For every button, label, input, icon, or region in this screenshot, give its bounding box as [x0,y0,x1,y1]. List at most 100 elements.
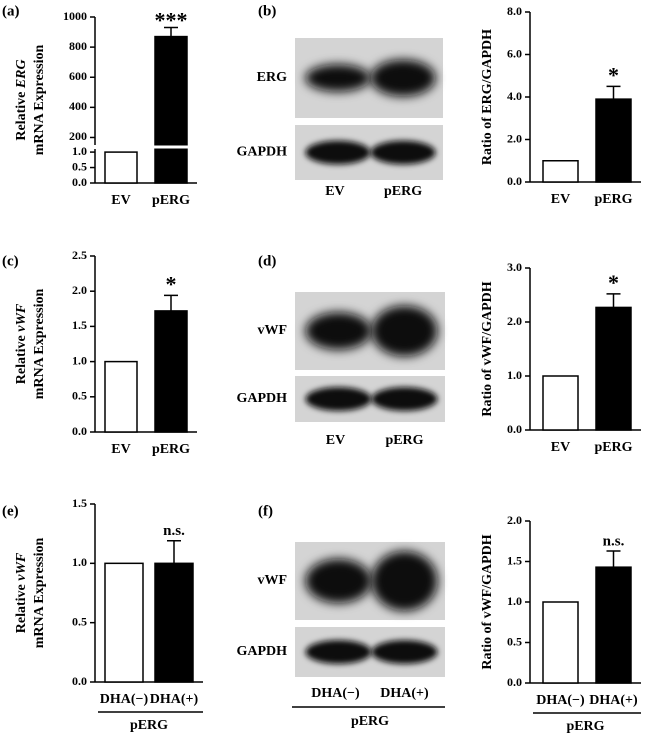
x-tick-label: DHA(+) [150,692,199,707]
annotation: * [608,62,619,87]
lane-label: EV [326,433,345,448]
y-axis-label: Ratio of ERG/GAPDH [480,29,495,165]
x-tick-label: pERG [152,193,190,208]
y-tick-label: 0.0 [72,424,87,438]
panel-label: (f) [258,503,273,519]
y-tick-label: 0.5 [72,389,87,403]
x-tick-label: DHA(+) [589,693,638,708]
y-axis-label-part: Relative [14,332,29,384]
y-tick-label: 0.0 [507,422,522,436]
x-tick-label: DHA(−) [536,693,585,708]
y-tick-label: 1.0 [72,555,87,569]
group-label: pERG [566,719,604,734]
blot-band [305,387,372,411]
blot-band [371,305,438,357]
y-tick-label: 1.0 [507,594,522,608]
group-label: pERG [351,714,389,729]
y-tick-label: 0.0 [72,674,87,688]
bar [595,306,632,431]
y-tick-label: 0.5 [72,159,87,173]
blot-band [370,59,436,97]
panel-label: (d) [258,253,276,269]
bar [154,35,188,184]
blot-label: GAPDH [236,391,287,406]
annotation: n.s. [603,533,625,549]
blot-band [305,640,372,664]
lane-label: pERG [385,433,423,448]
axis-break-gap [154,145,188,149]
blot-band [305,64,371,92]
y-tick-label: 1.5 [507,553,522,567]
blot-label: vWF [257,573,287,588]
y-axis-label: mRNA Expression [32,288,47,399]
error-bar [606,550,621,568]
y-tick-label: 1.5 [72,318,87,332]
x-tick-label: EV [551,440,570,455]
x-tick-label: pERG [152,442,190,457]
x-tick-label: pERG [594,192,632,207]
error-bar [606,293,621,308]
blot-band [305,558,372,604]
y-axis-label: Ratio of vWF/GAPDH [480,534,495,669]
x-tick-label: EV [111,193,130,208]
blot-band [370,140,436,165]
error-bar [606,85,621,100]
annotation: * [608,270,619,295]
x-tick-label: EV [551,192,570,207]
blot-band [371,387,438,411]
panel-label: (a) [2,3,20,19]
y-tick-label: 4.0 [507,89,522,103]
bar [154,562,194,683]
x-tick-label: pERG [594,440,632,455]
y-tick-label: 0.0 [507,174,522,188]
error-bar [167,540,181,564]
blot-band [305,140,371,165]
y-axis-label: Ratio of vWF/GAPDH [480,281,495,416]
y-axis-label-part: ERG [14,59,29,89]
y-tick-label: 400 [69,99,87,113]
y-axis-label: Relative vWF [14,552,29,633]
blot-band [371,551,438,611]
y-tick-label: 0.5 [507,634,522,648]
bar [542,375,579,431]
y-tick-label: 6.0 [507,46,522,60]
panel-label: (c) [2,253,19,269]
y-tick-label: 3.0 [507,260,522,274]
y-tick-label: 1.5 [72,496,87,510]
blot-band [305,312,372,350]
blot-label: GAPDH [236,644,287,659]
y-tick-label: 2.0 [507,513,522,527]
x-tick-label: DHA(−) [100,692,149,707]
y-tick-label: 2.0 [72,283,87,297]
error-bar [164,294,178,311]
panel-label: (b) [258,3,276,19]
y-tick-label: 1000 [63,9,87,23]
bar [595,98,632,183]
y-tick-label: 0.0 [507,675,522,689]
y-tick-label: 0.0 [72,175,87,189]
x-tick-label: EV [111,442,130,457]
blot-label: ERG [257,70,287,85]
y-tick-label: 2.0 [507,314,522,328]
error-bar [164,26,178,37]
bar [542,601,579,684]
annotation: *** [155,8,188,33]
bar [542,160,579,183]
y-tick-label: 800 [69,39,87,53]
group-label: pERG [130,718,168,733]
y-axis-label-part: vWF [14,552,29,581]
lane-label: DHA(+) [380,686,429,701]
lane-label: EV [325,184,344,199]
y-tick-label: 2.5 [72,248,87,262]
bar [154,310,188,433]
y-tick-label: 8.0 [507,4,522,18]
bar [104,562,144,683]
y-tick-label: 2.0 [507,131,522,145]
y-tick-label: 1.0 [507,368,522,382]
y-tick-label: 200 [69,129,87,143]
blot-label: GAPDH [236,145,287,160]
bar [104,151,138,184]
annotation: n.s. [163,523,185,539]
y-axis-label: Relative ERG [14,59,29,140]
